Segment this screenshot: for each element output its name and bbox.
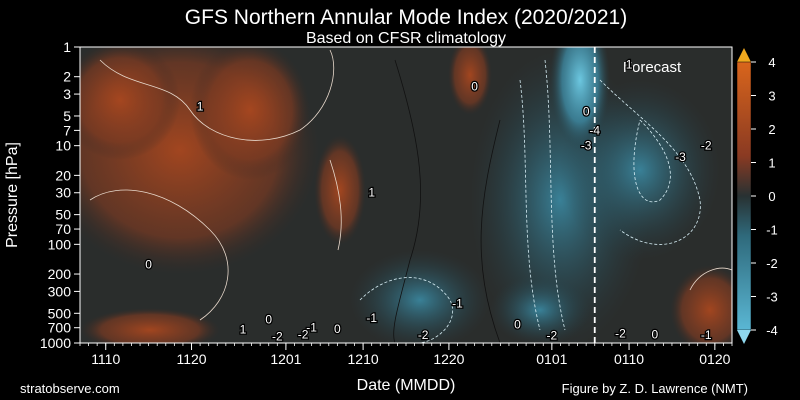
contour-label: -2 [701,139,712,153]
contour-label: 0 [145,257,152,271]
footer-credit: Figure by Z. D. Lawrence (NMT) [562,381,748,396]
contour-label: 0 [334,322,341,336]
x-tick-label: 1120 [176,351,206,367]
colorbar-tick-label: 3 [768,89,775,104]
contour-label: -1 [701,328,712,342]
colorbar-tick-label: -2 [766,256,778,271]
contour-line [393,59,421,343]
contour-label: -1 [306,321,317,335]
y-tick-label: 10 [55,138,71,154]
contour-label: 1 [368,186,375,200]
contour-lines [89,49,732,343]
contour-label: 0 [514,318,521,332]
y-tick-label: 200 [48,266,72,282]
contour-label: -2 [298,327,309,341]
y-tick-label: 700 [48,320,72,336]
y-tick-label: 500 [48,305,72,321]
y-tick-label: 30 [55,185,71,201]
colorbar-tick-label: 4 [768,55,775,70]
y-tick-label: 50 [55,207,71,223]
contour-line [480,119,501,343]
contour-line [89,189,229,321]
chart-title: GFS Northern Annular Mode Index (2020/20… [185,6,627,29]
positive-anomaly-region [80,308,220,343]
contour-line [329,159,342,251]
contour-label: -1 [452,297,463,311]
positive-anomaly-region [190,47,310,180]
forecast-label: Forecast [623,59,682,76]
colorbar-tick-label: 0 [768,189,775,204]
colorbar-tick-label: -4 [766,323,778,338]
negative-anomaly-region [550,47,610,150]
contour-label: -4 [589,123,600,137]
colorbar-body [736,61,752,331]
colorbar-bottom-extension [737,330,751,344]
positive-anomaly-region [448,47,492,115]
y-tick-label: 5 [63,108,71,124]
colorbar-ticks: 4 3 2 1 0 -1 -2 -3 -4 [751,55,778,338]
y-tick-label: 1 [63,39,71,55]
contour-label: 1 [197,99,204,113]
contour-label: -3 [675,150,686,164]
colorbar-tick-label: 1 [768,156,775,171]
positive-anomaly-region [80,47,180,160]
contour-label: -2 [615,326,626,340]
x-axis-label: Date (MMDD) [357,377,456,394]
contour-label: 0 [265,313,272,327]
contour-line [519,79,541,331]
x-tick-label: 0120 [699,351,730,367]
x-axis: 1110 1120 1201 1210 1220 0101 0110 0120 [79,343,733,367]
x-tick-label: 0101 [536,351,567,367]
colorbar-tick-label: 2 [768,122,775,137]
contour-line [99,49,334,141]
contour-label: -2 [547,329,558,343]
contour-label: 1 [626,57,633,71]
negative-anomaly-region [350,250,490,343]
negative-anomaly-region [490,275,590,343]
contour-label: -3 [581,139,592,153]
y-tick-label: 7 [63,122,71,138]
chart-subtitle: Based on CFSR climatology [306,30,506,47]
positive-anomaly-region [314,135,366,245]
x-tick-label: 1201 [270,351,301,367]
y-tick-label: 300 [48,283,72,299]
y-tick-label: 100 [48,236,72,252]
colorbar-tick-label: -1 [766,223,778,238]
y-tick-label: 2 [63,69,71,85]
y-tick-label: 70 [55,221,71,237]
contour-label: -1 [366,311,377,325]
y-tick-label: 1000 [40,335,71,351]
contour-label: 0 [471,79,478,93]
contour-line [689,267,732,291]
contour-line [633,119,671,203]
contour-label: 0 [583,104,590,118]
y-tick-label: 20 [55,167,71,183]
plot-area [80,47,732,343]
x-tick-label: 1110 [91,351,120,367]
y-tick-label: 3 [63,86,71,102]
colorbar-tick-label: -3 [766,290,778,305]
x-tick-label: 0110 [614,351,644,367]
contour-label: -2 [272,330,283,344]
colorbar-top-extension [737,48,751,62]
x-tick-label: 1210 [348,351,379,367]
y-axis-label: Pressure [hPa] [4,142,21,248]
footer-source: stratobserve.com [20,381,120,396]
contour-label: 0 [651,327,658,341]
positive-anomaly-region [670,265,732,343]
x-tick-label: 1220 [433,351,464,367]
contour-line [359,277,453,343]
contour-label: -2 [418,328,429,342]
colorbar: 4 3 2 1 0 -1 -2 -3 -4 [736,48,778,344]
contour-label: 1 [240,323,247,337]
